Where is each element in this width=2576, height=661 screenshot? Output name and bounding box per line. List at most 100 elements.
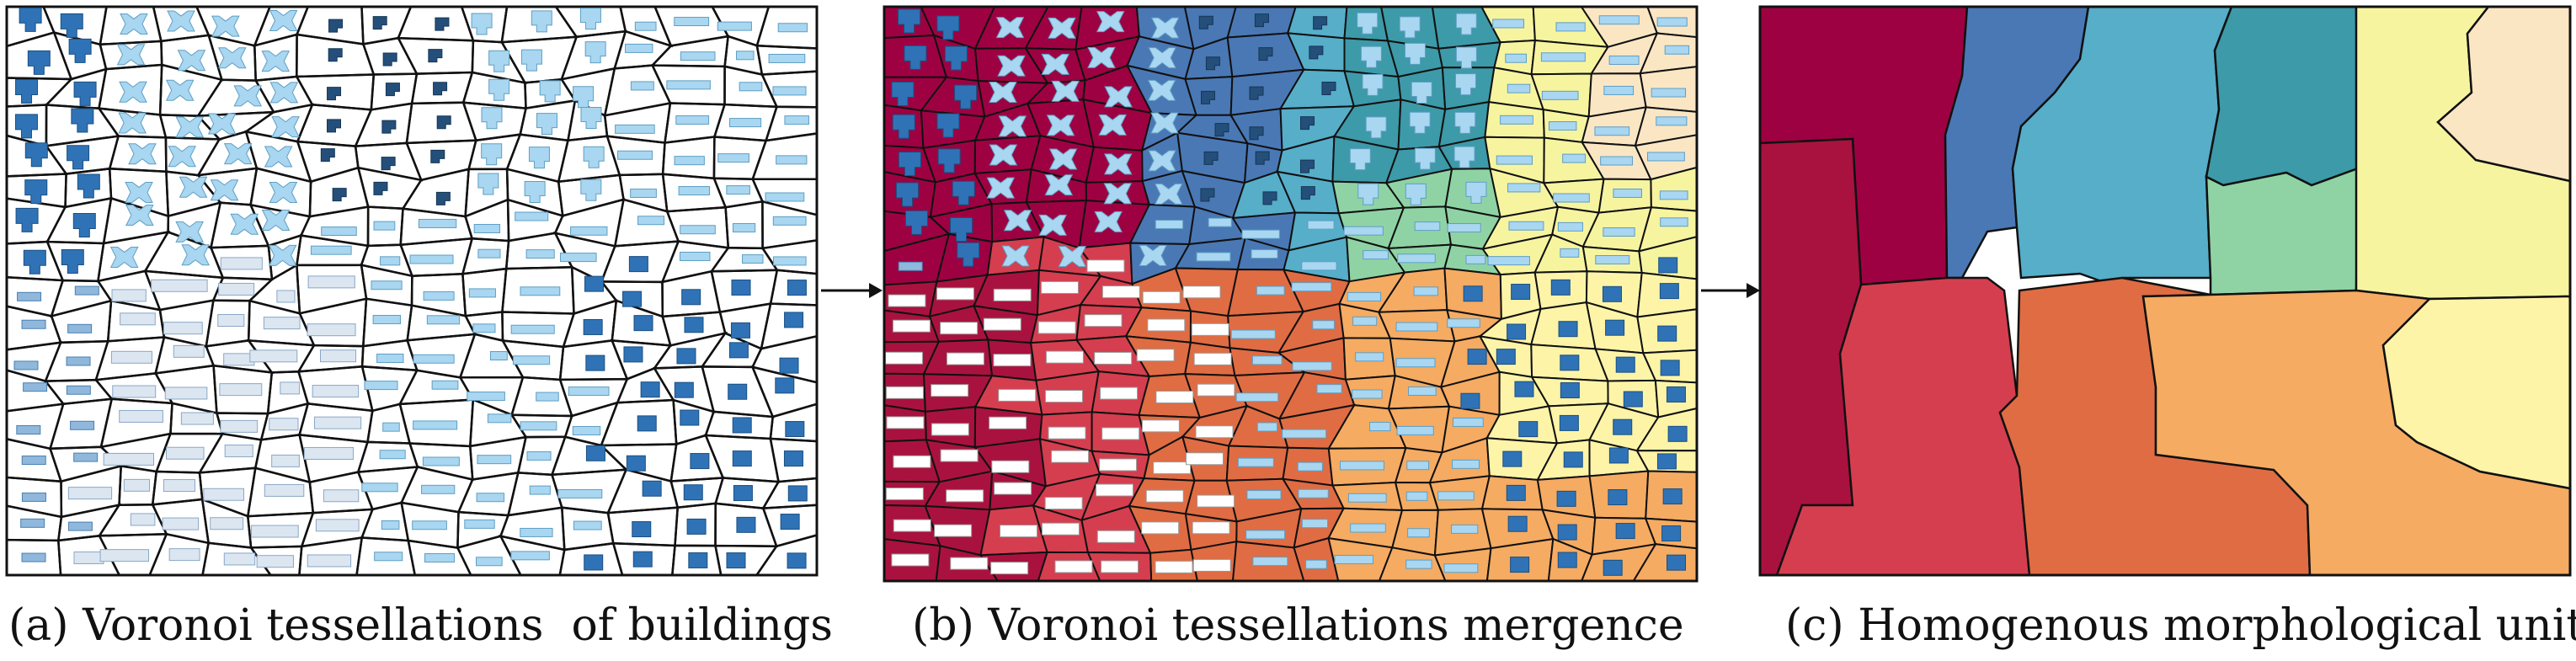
building <box>1352 389 1383 399</box>
panel-a-cells <box>5 5 819 577</box>
building <box>119 81 147 103</box>
building <box>436 115 451 130</box>
building <box>1048 148 1078 170</box>
building <box>1664 45 1690 55</box>
building <box>175 221 204 243</box>
building <box>23 249 46 275</box>
building <box>1208 217 1232 227</box>
building <box>1661 525 1682 541</box>
building <box>1615 523 1635 540</box>
building <box>1153 461 1192 475</box>
building <box>772 86 807 96</box>
building <box>472 323 496 333</box>
building <box>1540 52 1586 62</box>
building <box>1301 519 1329 529</box>
building <box>210 179 239 201</box>
building <box>467 392 505 402</box>
building <box>66 356 91 366</box>
building <box>1145 489 1184 503</box>
building <box>421 484 456 494</box>
building <box>1506 484 1526 501</box>
building <box>1312 320 1335 330</box>
building <box>67 145 90 170</box>
building <box>1103 153 1133 175</box>
building <box>422 456 460 466</box>
arrow-b-to-c <box>1701 283 1760 298</box>
building <box>1659 190 1688 200</box>
building <box>103 452 155 466</box>
building <box>520 286 561 296</box>
building <box>1362 73 1384 96</box>
building <box>269 182 298 204</box>
building <box>74 285 99 296</box>
building <box>1045 350 1084 364</box>
building <box>998 388 1037 402</box>
building <box>885 386 924 399</box>
building <box>433 82 448 96</box>
building <box>111 289 147 302</box>
building <box>1602 285 1622 302</box>
building <box>488 50 510 72</box>
building <box>323 489 360 503</box>
building <box>67 521 93 531</box>
building <box>674 156 705 166</box>
building <box>986 177 1016 199</box>
building <box>1600 156 1634 166</box>
panel-c-regions <box>1758 5 2572 577</box>
building <box>381 120 397 134</box>
building <box>1054 560 1093 573</box>
building <box>1605 319 1625 336</box>
building <box>686 518 707 535</box>
building <box>1507 323 1527 340</box>
building <box>1608 447 1629 464</box>
building <box>220 419 259 433</box>
building <box>180 412 214 425</box>
building <box>580 179 602 201</box>
building <box>585 445 605 461</box>
building <box>895 182 919 207</box>
building <box>1155 560 1193 573</box>
building <box>1291 282 1332 292</box>
building <box>66 385 91 395</box>
building <box>615 124 655 134</box>
building <box>684 317 704 333</box>
building <box>1282 429 1327 439</box>
building <box>1657 325 1677 342</box>
building <box>1046 115 1075 136</box>
building <box>936 287 974 301</box>
building <box>515 211 549 221</box>
building <box>21 552 46 562</box>
building <box>732 223 756 233</box>
building <box>426 315 461 325</box>
building <box>1455 13 1477 35</box>
building <box>736 516 756 533</box>
building <box>1399 16 1421 39</box>
building <box>73 551 104 564</box>
building <box>1251 355 1283 365</box>
building <box>1155 391 1194 404</box>
building <box>1507 83 1531 93</box>
building <box>489 351 508 361</box>
building <box>1562 153 1587 163</box>
building <box>1350 523 1386 533</box>
building <box>382 422 400 432</box>
building <box>777 23 808 33</box>
building <box>332 188 347 202</box>
building <box>583 146 605 168</box>
building <box>413 420 458 430</box>
building <box>1465 254 1486 264</box>
building <box>1139 245 1167 267</box>
building <box>557 488 603 498</box>
building <box>1492 19 1525 29</box>
building <box>21 319 46 329</box>
building <box>1203 151 1219 165</box>
building <box>220 257 263 270</box>
building <box>1148 47 1176 69</box>
building <box>211 15 240 37</box>
building <box>413 354 455 364</box>
building <box>376 353 404 363</box>
building <box>524 181 546 204</box>
building <box>637 216 665 226</box>
building <box>1051 450 1090 463</box>
building <box>1667 425 1688 442</box>
